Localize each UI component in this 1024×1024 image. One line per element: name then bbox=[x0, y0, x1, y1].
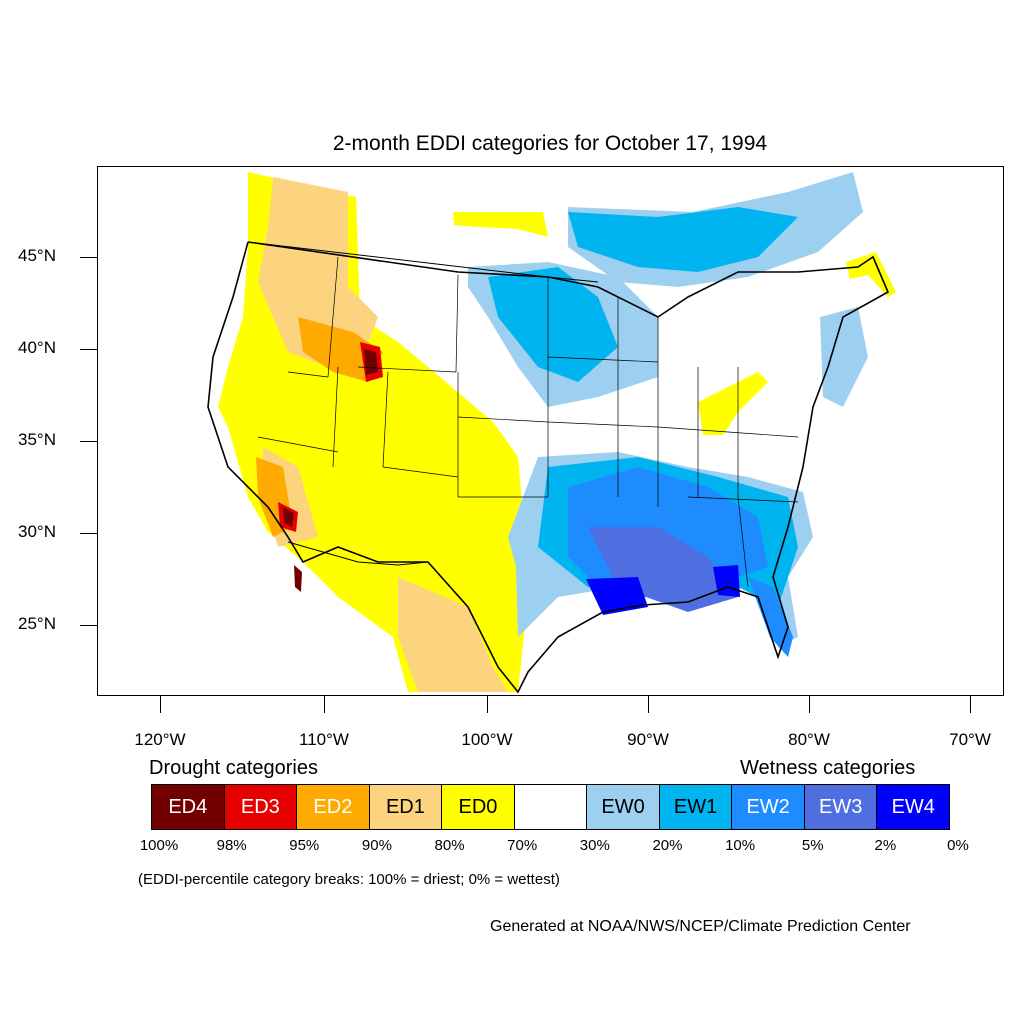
lon-tick bbox=[970, 696, 971, 713]
mexico-border bbox=[287, 541, 469, 608]
lat-label-30n: 30°N bbox=[18, 522, 56, 541]
legend-color-bar: ED4 ED3 ED2 ED1 ED0 EW0 EW1 EW2 EW3 EW4 bbox=[151, 784, 950, 830]
lon-tick bbox=[160, 696, 161, 713]
wetness-legend-heading: Wetness categories bbox=[740, 757, 916, 779]
legend-break-label: 100% bbox=[139, 837, 179, 854]
legend-break-label: 70% bbox=[507, 837, 538, 854]
lon-label-120w: 120°W bbox=[134, 730, 186, 749]
legend-cell-neutral bbox=[514, 785, 588, 829]
ew0-region-northeast bbox=[820, 307, 868, 407]
legend-cell-ed0: ED0 bbox=[442, 785, 515, 829]
legend-cell-ed2: ED2 bbox=[297, 785, 370, 829]
state-lines bbox=[257, 256, 799, 588]
legend-break-label: 80% bbox=[434, 837, 465, 854]
lat-label-40n: 40°N bbox=[18, 338, 56, 357]
lon-label-70w: 70°W bbox=[949, 730, 991, 749]
legend-cell-ew1: EW1 bbox=[659, 785, 733, 829]
lon-label-80w: 80°W bbox=[788, 730, 830, 749]
ed4-region-wyoming bbox=[364, 349, 378, 375]
lat-label-35n: 35°N bbox=[18, 430, 56, 449]
legend-break-label: 0% bbox=[947, 837, 969, 854]
lon-label-110w: 110°W bbox=[299, 730, 349, 749]
legend-cell-ew2: EW2 bbox=[732, 785, 805, 829]
canada-border bbox=[247, 241, 599, 283]
legend-cell-ew4: EW4 bbox=[877, 785, 950, 829]
lat-tick bbox=[80, 533, 97, 534]
legend-cell-ew0: EW0 bbox=[587, 785, 660, 829]
map-title: 2-month EDDI categories for October 17, … bbox=[332, 132, 768, 155]
ed0-region-plains bbox=[428, 519, 466, 565]
us-outline bbox=[207, 241, 890, 694]
legend-break-label: 95% bbox=[289, 837, 320, 854]
ew1-region-midwest bbox=[488, 267, 618, 382]
lon-tick bbox=[324, 696, 325, 713]
ed4-region-az bbox=[283, 507, 294, 527]
drought-shading bbox=[218, 172, 896, 692]
lon-label-100w: 100°W bbox=[461, 730, 513, 749]
ed4-region-baja bbox=[294, 565, 302, 592]
legend-cell-ew3: EW3 bbox=[804, 785, 878, 829]
legend-break-label: 5% bbox=[801, 837, 824, 854]
lat-tick bbox=[80, 625, 97, 626]
drought-legend-heading: Drought categories bbox=[149, 757, 318, 779]
ed0-region-gulf bbox=[453, 212, 548, 237]
wetness-shading bbox=[468, 172, 868, 657]
legend-cell-ed4: ED4 bbox=[152, 785, 225, 829]
legend-cell-ed3: ED3 bbox=[224, 785, 298, 829]
ed0-region-ohio bbox=[698, 372, 768, 435]
legend-break-label: 10% bbox=[725, 837, 756, 854]
legend-break-label: 2% bbox=[874, 837, 897, 854]
eddi-map bbox=[207, 172, 896, 694]
lon-tick bbox=[809, 696, 810, 713]
lon-label-90w: 90°W bbox=[627, 730, 669, 749]
lat-label-25n: 25°N bbox=[18, 614, 56, 633]
ew3-region-gulf bbox=[588, 527, 738, 612]
ed1-region-west bbox=[258, 177, 378, 367]
legend-break-label: 98% bbox=[216, 837, 247, 854]
lat-tick bbox=[80, 257, 97, 258]
ed0-region-maine bbox=[846, 252, 896, 297]
lat-label-45n: 45°N bbox=[18, 246, 56, 265]
boundaries bbox=[207, 241, 890, 694]
legend-break-label: 30% bbox=[579, 837, 610, 854]
lon-tick bbox=[487, 696, 488, 713]
ed1-region-texas bbox=[398, 577, 508, 692]
ew2-region-florida bbox=[748, 577, 793, 657]
ew1-region-canada bbox=[568, 207, 798, 272]
break-note: (EDDI-percentile category breaks: 100% =… bbox=[138, 871, 560, 888]
ew4-region-louisiana bbox=[586, 577, 648, 615]
lon-tick bbox=[648, 696, 649, 713]
map-panel bbox=[97, 166, 1004, 696]
legend-cell-ed1: ED1 bbox=[369, 785, 443, 829]
ed2-region-idaho bbox=[298, 317, 383, 382]
legend-break-label: 20% bbox=[652, 837, 683, 854]
lat-tick bbox=[80, 441, 97, 442]
legend-break-label: 90% bbox=[361, 837, 392, 854]
lat-tick bbox=[80, 349, 97, 350]
credit-line: Generated at NOAA/NWS/NCEP/Climate Predi… bbox=[490, 918, 911, 935]
